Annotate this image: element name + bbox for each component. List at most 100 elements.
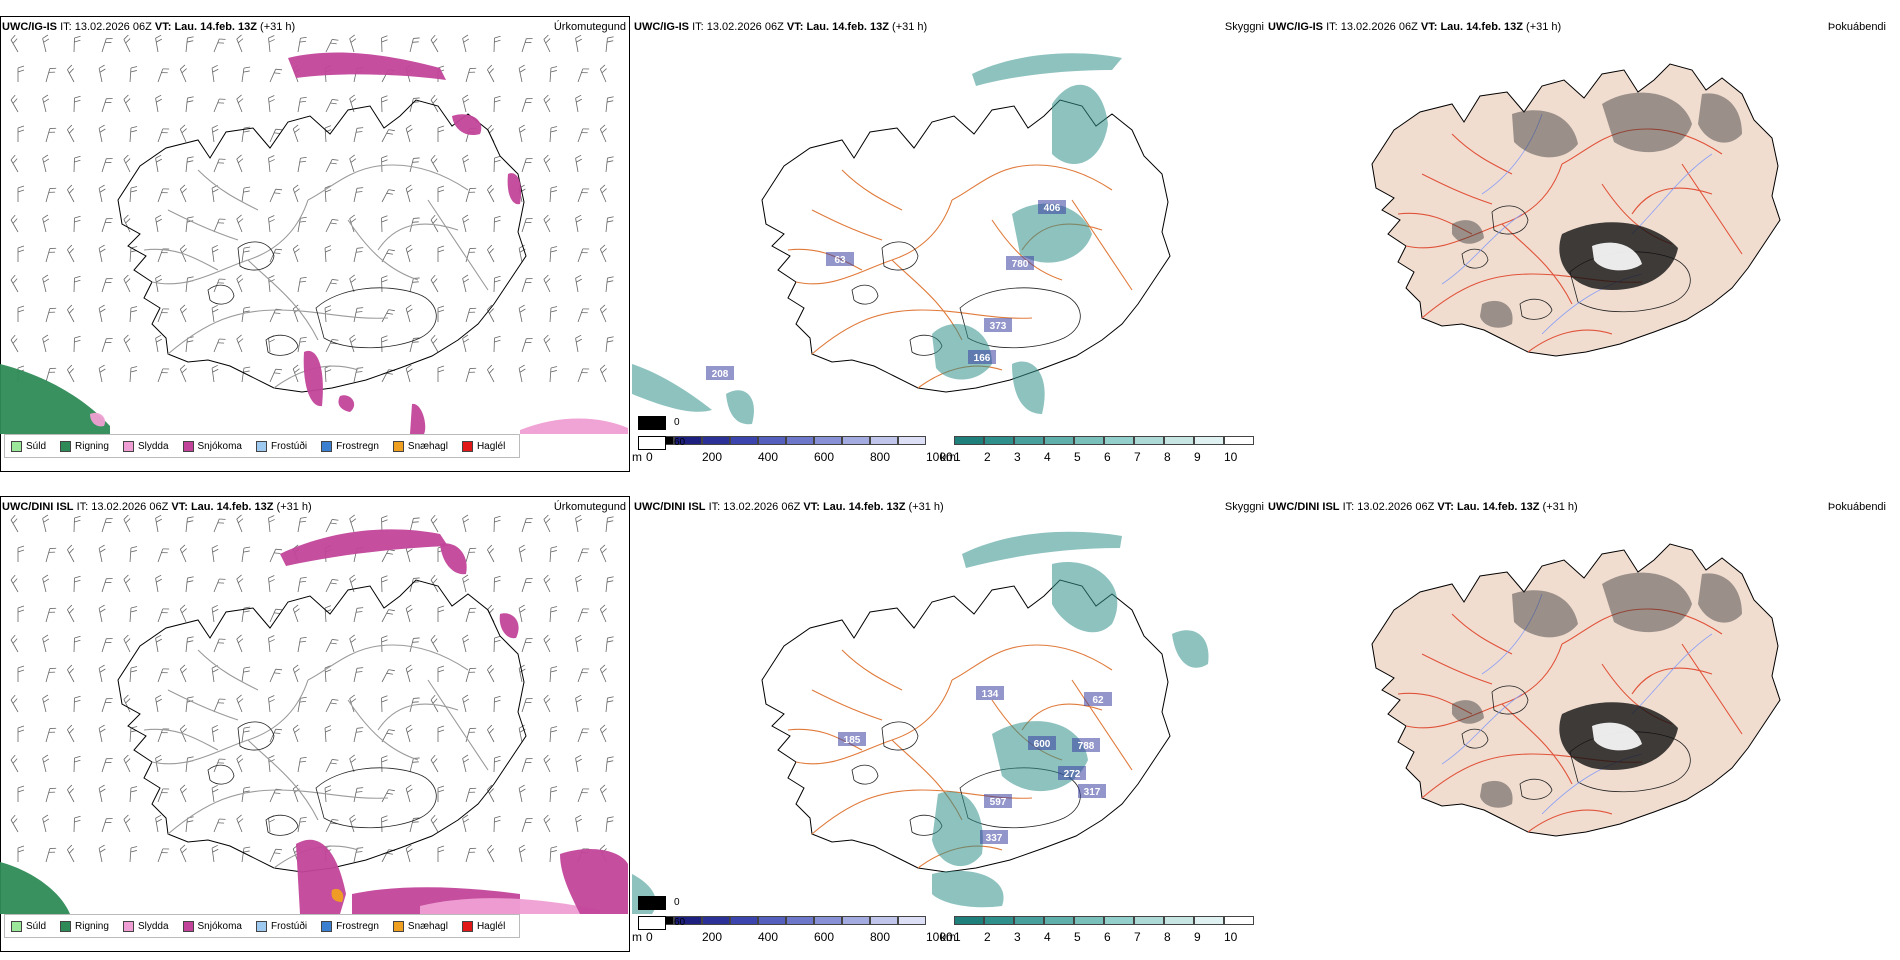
precip-area-snow	[288, 53, 446, 80]
wind-barb	[354, 726, 363, 743]
wind-barb	[158, 67, 169, 84]
wind-barb	[466, 847, 476, 864]
road	[952, 645, 1112, 680]
it-label: IT:	[709, 501, 721, 513]
wind-barb	[466, 367, 476, 384]
wind-barb	[10, 95, 23, 112]
legend-label: Slydda	[138, 921, 169, 932]
wind-barb	[578, 307, 589, 324]
wind-barb	[123, 155, 135, 172]
low-visibility-area	[972, 53, 1122, 86]
wind-barb	[99, 605, 108, 622]
wind-barb	[242, 786, 250, 803]
colorbar-tick: 600	[814, 930, 834, 944]
wind-barb	[66, 245, 79, 262]
wind-barbs-layer	[10, 35, 614, 385]
wind-barb	[123, 635, 135, 652]
wind-barb	[550, 726, 557, 742]
precip-layer	[0, 53, 628, 434]
colorbar-tick: 200	[702, 930, 722, 944]
wind-barb	[236, 695, 248, 712]
legend-swatch	[393, 921, 404, 932]
wind-barb	[599, 305, 611, 322]
colorbar-tick: 2	[984, 450, 991, 464]
wind-barb	[268, 695, 276, 712]
wind-barb	[349, 35, 360, 52]
precip-area-snow	[560, 849, 628, 914]
wind-barb	[406, 785, 416, 802]
wind-barb	[550, 606, 557, 622]
wind-barb	[606, 336, 614, 353]
wind-barb	[326, 638, 338, 655]
wind-barb	[242, 306, 250, 323]
wind-barb	[298, 636, 307, 653]
wind-barb	[236, 155, 248, 172]
wind-barb	[326, 518, 338, 535]
wind-barb	[212, 305, 220, 322]
model-name: UWC/DINI ISL	[634, 501, 706, 513]
wind-barb	[46, 67, 56, 84]
panel-title: Skyggni	[1225, 21, 1264, 33]
wind-barb	[430, 635, 443, 652]
colorbar-segment	[702, 436, 730, 445]
wind-barb	[42, 275, 52, 292]
vt-label: VT:	[1437, 501, 1454, 513]
legend-label: Haglél	[477, 921, 505, 932]
wind-barb	[298, 156, 307, 173]
colorbar-tick: 10	[1224, 930, 1237, 944]
wind-barb	[186, 756, 194, 773]
wind-barb	[406, 125, 416, 142]
wind-barb	[519, 605, 528, 622]
legend-swatch	[11, 441, 22, 452]
wind-barb	[606, 816, 614, 833]
wind-barb	[406, 845, 416, 862]
colorbar-tick: 200	[702, 450, 722, 464]
legend-swatch	[60, 921, 71, 932]
wind-barb	[66, 65, 79, 82]
wind-barb	[270, 847, 282, 864]
wind-barb	[462, 695, 472, 712]
colorbar-segment	[702, 916, 730, 925]
wind-barb	[430, 755, 443, 772]
wind-barb	[212, 845, 220, 862]
colorbar-segment	[1164, 916, 1194, 925]
wind-barb	[66, 545, 79, 562]
wind-barb	[326, 698, 338, 715]
lead-time: (+31 h)	[1543, 501, 1578, 513]
wind-barb	[430, 155, 443, 172]
wind-barb	[543, 95, 555, 112]
wind-barb	[298, 96, 307, 113]
wind-barb	[270, 547, 282, 564]
wind-barb	[462, 635, 472, 652]
wind-barb	[494, 696, 501, 712]
wind-barb	[466, 307, 476, 324]
wind-barb	[578, 787, 589, 804]
legend-item: Haglél	[462, 441, 505, 452]
colorbar-tick: 1	[954, 450, 961, 464]
legend-label: Frostregn	[336, 921, 379, 932]
wind-barb	[494, 336, 501, 352]
panel-header: UWC/DINI ISL IT: 13.02.2026 06Z VT: Lau.…	[1268, 501, 1578, 513]
wind-barb	[123, 515, 135, 532]
wind-barb	[326, 578, 338, 595]
legend-label: Frostúði	[271, 441, 307, 452]
wind-barb	[270, 127, 282, 144]
wind-barb	[155, 635, 164, 652]
wind-barb	[430, 95, 443, 112]
it-label: IT:	[60, 21, 72, 33]
wind-barb	[599, 725, 611, 742]
wind-barb	[99, 665, 108, 682]
wind-barb	[42, 155, 52, 172]
vt-label: VT:	[803, 501, 820, 513]
wind-barb	[123, 695, 135, 712]
legend-swatch	[123, 921, 134, 932]
wind-barb	[382, 128, 395, 145]
precip-area-snow	[338, 395, 354, 412]
wind-barb	[430, 215, 443, 232]
wind-barb	[486, 785, 499, 802]
precip-area-snow	[500, 613, 519, 638]
wind-barb	[606, 36, 614, 53]
wind-barb	[522, 817, 533, 834]
colorbar-tick: 8	[1164, 450, 1171, 464]
